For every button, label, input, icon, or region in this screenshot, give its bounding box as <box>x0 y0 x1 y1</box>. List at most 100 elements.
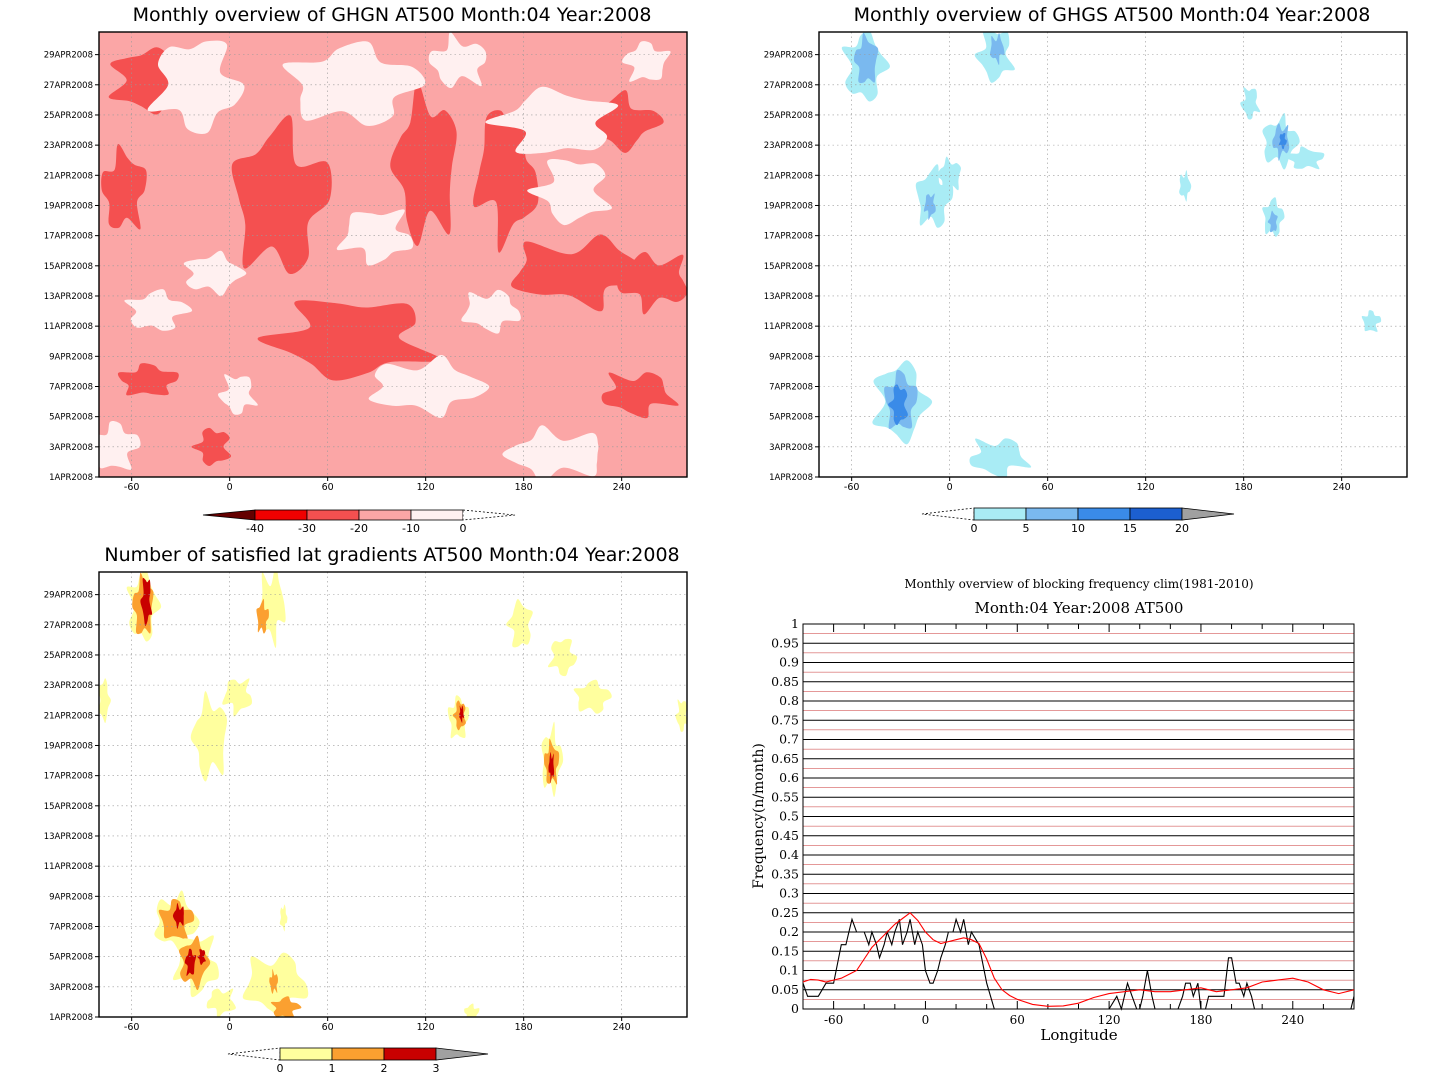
freq-ytick-label-5: 0.25 <box>771 905 799 920</box>
ghgn-contour-10 <box>601 372 679 419</box>
ghgs-colorbar-bin-2 <box>1077 507 1131 521</box>
freq-series-line-1 <box>802 912 1355 1007</box>
ghgn-xtick-label-5: 240 <box>613 482 631 493</box>
ghgs-ytick-label-5: 11APR2008 <box>764 322 813 332</box>
ghgn-contour-7 <box>108 47 192 115</box>
grad-colorbar-high-end <box>435 1047 489 1061</box>
freq-xtick-label-1: 0 <box>922 1013 930 1027</box>
ghgn-panel: Monthly overview of GHGN AT500 Month:04 … <box>44 4 688 535</box>
ghgs-contour-16 <box>1267 210 1278 233</box>
grad-colorbar-bin-2 <box>383 1047 437 1061</box>
ghgs-ytick-label-4: 9APR2008 <box>769 352 813 362</box>
ghgn-xtick-label-4: 180 <box>515 482 533 493</box>
ghgn-colorbar-label-4: 0 <box>460 522 467 535</box>
grad-ytick-label-10: 21APR2008 <box>44 711 93 721</box>
ghgs-ytick-label-3: 7APR2008 <box>769 382 813 392</box>
freq-ylabel: Frequency(n/month) <box>751 743 767 889</box>
ghgs-frame <box>818 31 1408 478</box>
ghgs-colorbar-label-1: 5 <box>1023 522 1030 535</box>
ghgs-contour-17 <box>1240 86 1261 120</box>
ghgs-ytick-label-11: 23APR2008 <box>764 141 813 151</box>
freq-ytick-label-20: 1 <box>791 616 799 631</box>
grad-xtick-label-4: 180 <box>515 1022 533 1033</box>
grad-contour-29 <box>279 904 288 932</box>
grad-ytick-label-8: 17APR2008 <box>44 772 93 782</box>
ghgn-contour-2 <box>257 300 442 381</box>
grad-ytick-label-5: 11APR2008 <box>44 862 93 872</box>
ghgn-colorbar-low-end <box>202 509 256 521</box>
ghgn-colorbar: -40 -30 -20 -10 0 <box>202 509 516 535</box>
ghgn-contour-14 <box>147 40 245 135</box>
ghgs-title: Monthly overview of GHGS AT500 Month:04 … <box>854 4 1371 26</box>
ghgs-contour-5 <box>936 156 961 193</box>
freq-ytick-label-12: 0.6 <box>779 770 799 785</box>
grad-ytick-label-14: 29APR2008 <box>44 591 93 601</box>
ghgs-colorbar-label-3: 15 <box>1123 522 1137 535</box>
ghgn-contour-4 <box>231 115 332 275</box>
ghgs-ytick-label-6: 13APR2008 <box>764 292 813 302</box>
grad-contour-14 <box>548 638 578 677</box>
ghgn-colorbar-label-0: -40 <box>246 522 264 535</box>
freq-ytick-label-10: 0.5 <box>779 809 799 824</box>
grad-contour-13 <box>548 752 555 784</box>
freq-xtick-label-4: 180 <box>1189 1013 1212 1027</box>
grad-xtick-label-0: -60 <box>124 1022 140 1033</box>
grad-title: Number of satisfied lat gradients AT500 … <box>104 544 679 566</box>
freq-xtick-label-0: -60 <box>824 1013 843 1027</box>
ghgs-contour-4 <box>915 164 954 228</box>
ghgn-colorbar-high-end <box>462 509 516 521</box>
ghgn-ytick-label-0: 1APR2008 <box>49 473 93 483</box>
ghgs-colorbar-label-4: 20 <box>1175 522 1189 535</box>
freq-xtick-label-2: 60 <box>1010 1013 1025 1027</box>
ghgn-ytick-label-10: 21APR2008 <box>44 171 93 181</box>
ghgs-contour-1 <box>853 32 879 84</box>
freq-ytick-label-0: 0 <box>791 1001 799 1016</box>
grad-colorbar-label-2: 2 <box>381 1062 388 1075</box>
ghgn-grid <box>99 32 687 478</box>
grad-ytick-label-3: 7APR2008 <box>49 922 93 932</box>
grad-contour-27 <box>269 968 278 994</box>
ghgs-contour-3 <box>990 32 1005 66</box>
grad-ytick-label-4: 9APR2008 <box>49 892 93 902</box>
ghgn-contour-21 <box>336 209 414 266</box>
ghgs-heatmap: -60 0 60 120 180 240 1APR2008 3APR2008 5APR2008 7… <box>764 31 1408 493</box>
ghgs-panel: Monthly overview of GHGS AT500 Month:04 … <box>764 4 1408 535</box>
grad-contour-26 <box>270 996 302 1017</box>
grad-xtick-label-2: 60 <box>322 1022 334 1033</box>
grad-contour-5 <box>190 691 227 782</box>
ghgs-xtick-label-2: 60 <box>1042 482 1054 493</box>
grad-contour-16 <box>506 599 533 648</box>
ghgs-xtick-label-0: -60 <box>844 482 860 493</box>
freq-ytick-label-1: 0.05 <box>771 982 799 997</box>
grad-xtick-label-5: 240 <box>613 1022 631 1033</box>
freq-panel: Monthly overview of blocking frequency c… <box>751 577 1355 1044</box>
ghgs-xtick-label-5: 240 <box>1333 482 1351 493</box>
ghgs-ytick-label-2: 5APR2008 <box>769 413 813 423</box>
grad-ytick-label-6: 13APR2008 <box>44 832 93 842</box>
grad-colorbar-label-3: 3 <box>433 1062 440 1075</box>
grad-colorbar-low-end <box>227 1047 281 1061</box>
ghgn-contour-9 <box>191 427 232 466</box>
ghgs-ytick-label-1: 3APR2008 <box>769 443 813 453</box>
grad-contour-15 <box>573 679 612 714</box>
ghgs-ytick-label-7: 15APR2008 <box>764 262 813 272</box>
ghgs-contour-14 <box>1278 133 1287 150</box>
ghgn-contour-8 <box>117 363 179 396</box>
grad-contour-24 <box>197 949 206 966</box>
ghgn-ytick-label-14: 29APR2008 <box>44 51 93 61</box>
ghgn-frame <box>98 31 688 478</box>
freq-xtick-label-5: 240 <box>1281 1013 1304 1027</box>
freq-ytick-label-16: 0.8 <box>779 693 799 708</box>
freq-series-line-0 <box>802 917 1355 1011</box>
grad-panel: Number of satisfied lat gradients AT500 … <box>44 544 688 1075</box>
grad-contour-30 <box>464 1003 480 1017</box>
ghgs-colorbar-high-end <box>1181 507 1235 521</box>
grad-colorbar: 0 1 2 3 <box>227 1047 489 1075</box>
freq-line-chart: -60 0 60 120 180 240 0 0.05 0.1 0.15 0.2 0.25 0.3 0.3… <box>771 616 1355 1027</box>
ghgn-contour-3 <box>511 234 656 312</box>
grad-colorbar-bin-0 <box>279 1047 333 1061</box>
ghgn-title: Monthly overview of GHGN AT500 Month:04 … <box>133 4 652 26</box>
ghgn-ytick-label-3: 7APR2008 <box>49 382 93 392</box>
ghgs-contour-10 <box>969 438 1032 477</box>
